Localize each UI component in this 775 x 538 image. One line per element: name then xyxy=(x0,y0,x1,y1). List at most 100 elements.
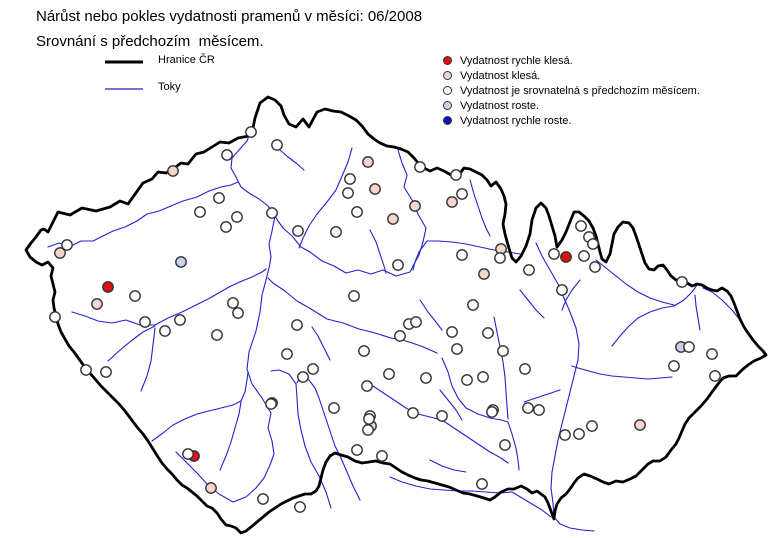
spring-marker xyxy=(519,363,531,375)
river xyxy=(535,242,580,518)
spring-marker xyxy=(436,410,448,422)
spring-marker xyxy=(159,325,171,337)
spring-marker xyxy=(589,261,601,273)
rivers-layer xyxy=(47,130,741,532)
spring-marker xyxy=(361,380,373,392)
spring-marker xyxy=(351,444,363,456)
fast-down-dot-icon xyxy=(443,56,452,65)
spring-marker xyxy=(232,307,244,319)
spring-marker xyxy=(575,220,587,232)
spring-marker xyxy=(683,341,695,353)
spring-marker xyxy=(281,348,293,360)
river xyxy=(493,316,509,420)
stations-layer xyxy=(49,126,721,513)
river xyxy=(151,371,249,442)
river xyxy=(369,383,509,464)
river xyxy=(553,516,595,532)
spring-marker xyxy=(497,345,509,357)
spring-marker xyxy=(392,259,404,271)
spring-marker xyxy=(482,327,494,339)
legend-item-label: Vydatnost rychle klesá. xyxy=(460,55,573,67)
river xyxy=(369,229,387,274)
spring-marker xyxy=(358,345,370,357)
river xyxy=(523,389,561,403)
spring-marker xyxy=(420,372,432,384)
river xyxy=(296,375,361,501)
spring-marker xyxy=(410,316,422,328)
spring-marker xyxy=(102,281,114,293)
spring-marker xyxy=(451,343,463,355)
legend-item-label: Toky xyxy=(158,81,181,93)
river xyxy=(702,287,741,321)
spring-marker xyxy=(271,139,283,151)
fast-up-dot-icon xyxy=(443,116,452,125)
spring-marker xyxy=(634,419,646,431)
river xyxy=(175,215,276,503)
up-dot-icon xyxy=(443,101,452,110)
spring-marker xyxy=(556,284,568,296)
river xyxy=(571,365,673,380)
spring-marker xyxy=(450,169,462,181)
spring-marker xyxy=(559,429,571,441)
spring-marker xyxy=(221,149,233,161)
spring-marker xyxy=(61,239,73,251)
river xyxy=(611,284,698,347)
river xyxy=(71,268,267,326)
page-title: Nárůst nebo pokles vydatnosti pramenů v … xyxy=(36,8,423,25)
page-subtitle: Srovnání s předchozím měsícem. xyxy=(36,33,264,50)
spring-marker xyxy=(49,311,61,323)
river xyxy=(270,369,332,509)
spring-marker xyxy=(369,183,381,195)
spring-marker xyxy=(456,249,468,261)
spring-marker xyxy=(167,165,179,177)
river xyxy=(389,476,552,518)
spring-marker xyxy=(139,316,151,328)
river xyxy=(219,401,242,471)
spring-marker xyxy=(668,360,680,372)
spring-marker xyxy=(456,188,468,200)
spring-marker xyxy=(175,256,187,268)
spring-marker xyxy=(348,290,360,302)
legend-item-label: Vydatnost je srovnatelná s předchozím mě… xyxy=(460,85,700,97)
spring-marker xyxy=(363,413,375,425)
spring-marker xyxy=(205,482,217,494)
down-dot-icon xyxy=(443,71,452,80)
spring-marker xyxy=(709,370,721,382)
spring-marker xyxy=(344,173,356,185)
river xyxy=(439,389,463,421)
river xyxy=(429,459,467,473)
spring-marker xyxy=(231,211,243,223)
spring-marker xyxy=(174,314,186,326)
spring-marker xyxy=(586,420,598,432)
spring-marker xyxy=(362,424,374,436)
spring-marker xyxy=(330,226,342,238)
spring-marker xyxy=(307,363,319,375)
river xyxy=(311,326,331,361)
river xyxy=(441,357,520,471)
border-line-symbol xyxy=(105,59,143,65)
river xyxy=(595,259,675,306)
spring-marker xyxy=(477,371,489,383)
spring-marker xyxy=(91,298,103,310)
spring-marker xyxy=(220,221,232,233)
spring-marker xyxy=(129,290,141,302)
river xyxy=(469,179,491,237)
spring-marker xyxy=(407,407,419,419)
river xyxy=(274,149,427,277)
spring-marker xyxy=(194,206,206,218)
spring-marker xyxy=(266,207,278,219)
spring-marker xyxy=(548,248,560,260)
spring-marker xyxy=(706,348,718,360)
spring-marker xyxy=(409,200,421,212)
spring-marker xyxy=(265,398,277,410)
spring-marker xyxy=(522,402,534,414)
spring-marker xyxy=(387,213,399,225)
border-cr xyxy=(24,95,768,535)
spring-marker xyxy=(297,371,309,383)
spring-marker xyxy=(467,299,479,311)
legend-item-label: Vydatnost roste. xyxy=(460,100,540,112)
spring-marker xyxy=(461,374,473,386)
spring-marker xyxy=(446,326,458,338)
river xyxy=(519,289,545,319)
